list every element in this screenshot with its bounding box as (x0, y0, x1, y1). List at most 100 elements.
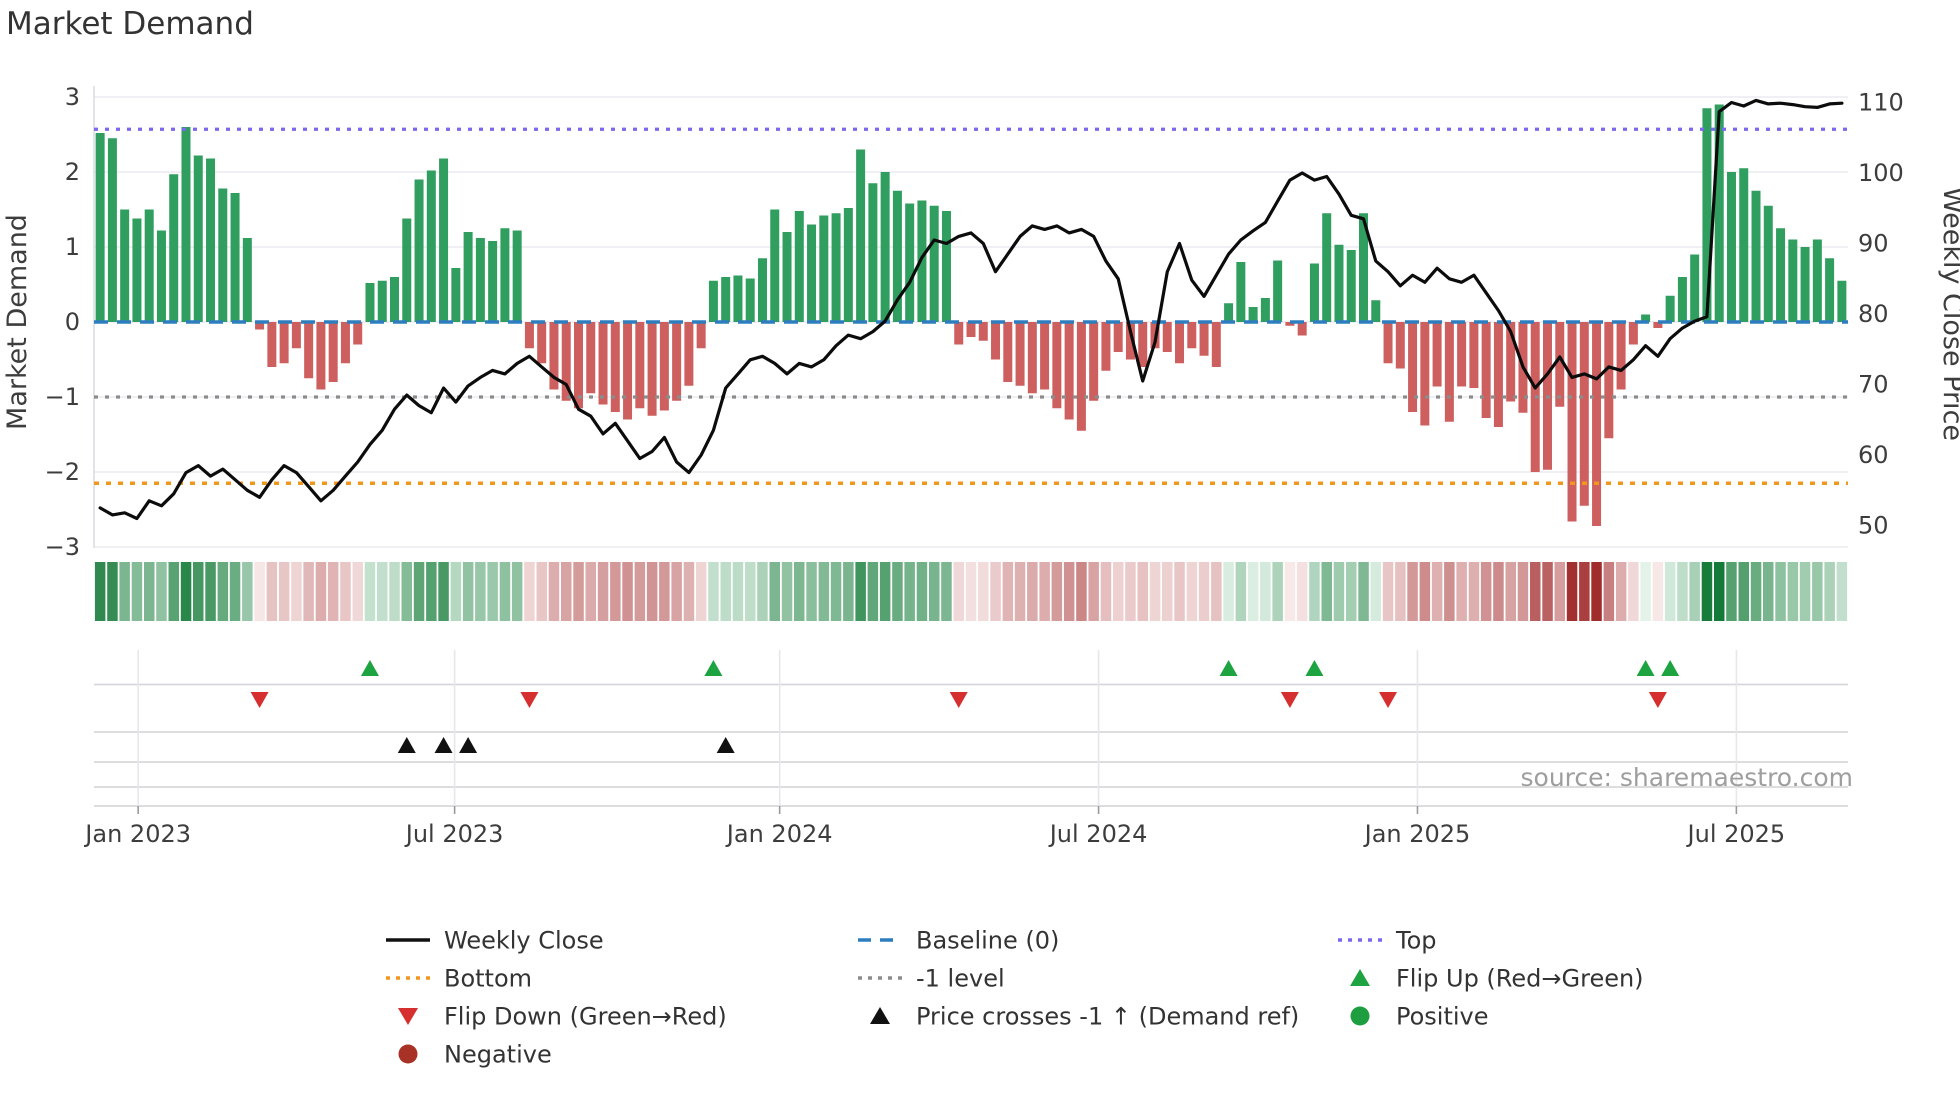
demand-bar (1027, 322, 1037, 394)
heatmap-cell (1370, 562, 1381, 621)
demand-bar (1138, 322, 1148, 367)
weekly-close-line (98, 98, 1844, 521)
heatmap-cell (1787, 562, 1799, 621)
demand-bar (917, 200, 927, 322)
heatmap-cell (1407, 562, 1418, 621)
heatmap-cell (278, 562, 290, 621)
demand-bar (402, 218, 412, 322)
demand-bar (1309, 263, 1319, 322)
demand-bar (1800, 247, 1810, 322)
heatmap-cell (965, 562, 977, 621)
demand-bar (1788, 239, 1798, 322)
demand-bar (708, 280, 718, 322)
heatmap-cell (708, 562, 719, 621)
y-tick-label-right: 80 (1858, 300, 1889, 328)
demand-bar (586, 322, 596, 394)
heatmap-cell (1088, 562, 1099, 621)
heatmap-cell (855, 562, 866, 621)
heatmap-cell (1186, 562, 1198, 621)
legend-label: Price crosses -1 ↑ (Demand ref) (916, 1003, 1299, 1031)
demand-bar (1052, 322, 1062, 409)
heatmap-cell (1480, 562, 1492, 621)
heatmap-cell (1174, 562, 1185, 621)
demand-bar (463, 232, 473, 322)
flip-up-marker (1219, 660, 1238, 676)
demand-bar (978, 322, 988, 341)
demand-bar (426, 170, 436, 322)
chart-title: Market Demand (6, 6, 254, 42)
heatmap-cell (377, 562, 388, 621)
demand-bar (267, 322, 277, 367)
heatmap-cell (1579, 562, 1590, 621)
heatmap-cell (1260, 562, 1271, 621)
flip-markers (250, 660, 1680, 753)
heatmap-cell (1615, 562, 1627, 621)
demand-bar (1579, 322, 1589, 506)
demand-bar (770, 209, 780, 322)
legend-label: Flip Down (Green→Red) (444, 1003, 727, 1031)
legend-item: Top (1338, 927, 1437, 955)
legend-item: Flip Down (Green→Red) (398, 1003, 727, 1031)
heatmap-cell (1027, 562, 1038, 621)
heatmap-cell (561, 562, 572, 621)
heatmap-cell (217, 562, 229, 621)
demand-bar (1175, 322, 1185, 364)
heatmap-cell (303, 562, 314, 621)
demand-bar (1493, 322, 1503, 427)
heatmap-cell (327, 562, 339, 621)
demand-bar (488, 241, 498, 322)
heatmap-cell (340, 562, 351, 621)
demand-bar (1064, 322, 1074, 420)
heatmap-cell (757, 562, 768, 621)
demand-bar (1187, 322, 1197, 349)
demand-bar (414, 179, 424, 322)
heatmap-cell (1444, 562, 1455, 621)
demand-bar (537, 322, 547, 364)
y-tick-label-right: 60 (1858, 441, 1889, 469)
demand-bar (807, 224, 817, 322)
demand-bar (672, 322, 682, 401)
heatmap-cell (1309, 562, 1320, 621)
heatmap-cell (242, 562, 253, 621)
demand-bar (1641, 314, 1651, 322)
demand-bar (353, 322, 363, 345)
demand-bar (929, 205, 939, 322)
heatmap-cell (1493, 562, 1504, 621)
heatmap-cell (597, 562, 609, 621)
demand-bar (1481, 322, 1491, 418)
heatmap-cell (1382, 562, 1394, 621)
demand-bar (1702, 108, 1712, 322)
heatmap-cell (1149, 562, 1161, 621)
heatmap-cell (1530, 562, 1541, 621)
heatmap-cell (806, 562, 817, 621)
demand-bar (524, 322, 534, 349)
demand-bar (941, 211, 951, 322)
heatmap-cell (193, 562, 204, 621)
demand-bar (377, 280, 387, 322)
demand-bar (610, 322, 620, 412)
heatmap-cell (1640, 562, 1651, 621)
legend-label: Flip Up (Red→Green) (1396, 965, 1644, 993)
flip-down-marker (250, 692, 269, 708)
demand-bar (451, 268, 461, 322)
heatmap-cell (695, 562, 707, 621)
heatmap-cell (364, 562, 376, 621)
demand-bar (500, 228, 510, 322)
y-tick-label-left: −2 (45, 458, 80, 486)
marker-band (94, 650, 1848, 814)
demand-bar (439, 158, 449, 322)
demand-bar (856, 149, 866, 322)
left-axis-label: Market Demand (2, 214, 33, 430)
heatmap-cell (916, 562, 928, 621)
heatmap-cell (1603, 562, 1615, 621)
heatmap-cell (1125, 562, 1136, 621)
heatmap-cell (1628, 562, 1639, 621)
heatmap-cell (426, 562, 437, 621)
demand-bar (1837, 280, 1847, 322)
demand-bar (193, 155, 203, 322)
heatmap-cell (1284, 562, 1296, 621)
demand-bar (1383, 322, 1393, 364)
demand-bar (1420, 322, 1430, 426)
heatmap-cell (1431, 562, 1443, 621)
legend-label: Top (1395, 927, 1437, 955)
